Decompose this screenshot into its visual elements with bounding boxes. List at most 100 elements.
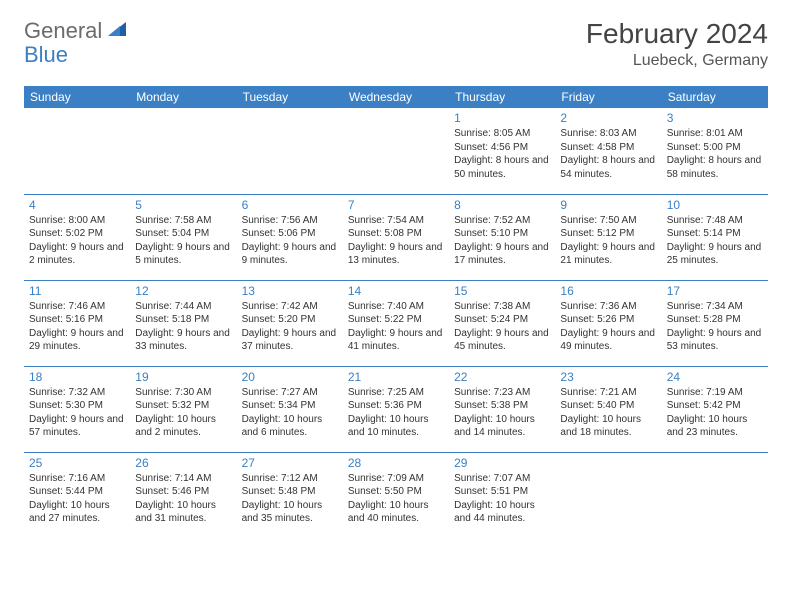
day-info: Sunrise: 8:01 AMSunset: 5:00 PMDaylight:… <box>667 127 763 181</box>
day-number: 24 <box>667 370 763 384</box>
day-number: 21 <box>348 370 444 384</box>
sunset-text: Sunset: 5:48 PM <box>242 485 338 499</box>
weekday-header: Friday <box>555 86 661 108</box>
sunset-text: Sunset: 5:02 PM <box>29 227 125 241</box>
daylight-text: Daylight: 9 hours and 49 minutes. <box>560 327 656 354</box>
day-number: 3 <box>667 111 763 125</box>
sunset-text: Sunset: 5:14 PM <box>667 227 763 241</box>
day-number: 10 <box>667 198 763 212</box>
day-number: 22 <box>454 370 550 384</box>
sunset-text: Sunset: 5:10 PM <box>454 227 550 241</box>
calendar-week-row: 25Sunrise: 7:16 AMSunset: 5:44 PMDayligh… <box>24 452 768 538</box>
calendar-day-cell: 28Sunrise: 7:09 AMSunset: 5:50 PMDayligh… <box>343 452 449 538</box>
sunrise-text: Sunrise: 7:21 AM <box>560 386 656 400</box>
day-number: 9 <box>560 198 656 212</box>
daylight-text: Daylight: 8 hours and 58 minutes. <box>667 154 763 181</box>
calendar-day-cell: 6Sunrise: 7:56 AMSunset: 5:06 PMDaylight… <box>237 194 343 280</box>
day-info: Sunrise: 7:34 AMSunset: 5:28 PMDaylight:… <box>667 300 763 354</box>
day-number: 7 <box>348 198 444 212</box>
daylight-text: Daylight: 9 hours and 37 minutes. <box>242 327 338 354</box>
sunrise-text: Sunrise: 8:03 AM <box>560 127 656 141</box>
sunrise-text: Sunrise: 7:32 AM <box>29 386 125 400</box>
day-info: Sunrise: 8:03 AMSunset: 4:58 PMDaylight:… <box>560 127 656 181</box>
sunrise-text: Sunrise: 7:25 AM <box>348 386 444 400</box>
sunset-text: Sunset: 5:42 PM <box>667 399 763 413</box>
weekday-header: Sunday <box>24 86 130 108</box>
day-info: Sunrise: 7:50 AMSunset: 5:12 PMDaylight:… <box>560 214 656 268</box>
calendar-day-cell: 20Sunrise: 7:27 AMSunset: 5:34 PMDayligh… <box>237 366 343 452</box>
calendar-day-cell: 25Sunrise: 7:16 AMSunset: 5:44 PMDayligh… <box>24 452 130 538</box>
day-info: Sunrise: 7:27 AMSunset: 5:34 PMDaylight:… <box>242 386 338 440</box>
day-info: Sunrise: 8:05 AMSunset: 4:56 PMDaylight:… <box>454 127 550 181</box>
calendar-day-cell: 13Sunrise: 7:42 AMSunset: 5:20 PMDayligh… <box>237 280 343 366</box>
day-number: 8 <box>454 198 550 212</box>
daylight-text: Daylight: 9 hours and 53 minutes. <box>667 327 763 354</box>
location-label: Luebeck, Germany <box>586 52 768 70</box>
calendar-week-row: 18 Sunrise: 7:32 AMSunset: 5:30 PMDayligh… <box>24 366 768 452</box>
calendar-day-cell: 12Sunrise: 7:44 AMSunset: 5:18 PMDayligh… <box>130 280 236 366</box>
sunrise-text: Sunrise: 7:12 AM <box>242 472 338 486</box>
calendar-day-cell: 19Sunrise: 7:30 AMSunset: 5:32 PMDayligh… <box>130 366 236 452</box>
calendar-week-row: 11 Sunrise: 7:46 AMSunset: 5:16 PMDayligh… <box>24 280 768 366</box>
day-number: 18 <box>29 370 125 384</box>
logo: General <box>24 18 130 44</box>
daylight-text: Daylight: 10 hours and 44 minutes. <box>454 499 550 526</box>
day-number: 1 <box>454 111 550 125</box>
sunset-text: Sunset: 5:18 PM <box>135 313 231 327</box>
calendar-empty-cell <box>237 108 343 194</box>
day-info: Sunrise: 7:32 AMSunset: 5:30 PMDaylight:… <box>29 386 125 440</box>
sunrise-text: Sunrise: 7:40 AM <box>348 300 444 314</box>
calendar-day-cell: 26 Sunrise: 7:14 AMSunset: 5:46 PMDayligh… <box>130 452 236 538</box>
day-info: Sunrise: 7:14 AMSunset: 5:46 PMDaylight:… <box>135 472 231 526</box>
calendar-day-cell: 10 Sunrise: 7:48 AMSunset: 5:14 PMDayligh… <box>662 194 768 280</box>
sunset-text: Sunset: 5:30 PM <box>29 399 125 413</box>
sunset-text: Sunset: 5:20 PM <box>242 313 338 327</box>
calendar-day-cell: 17Sunrise: 7:34 AMSunset: 5:28 PMDayligh… <box>662 280 768 366</box>
calendar-empty-cell <box>555 452 661 538</box>
month-title: February 2024 <box>586 18 768 50</box>
sunrise-text: Sunrise: 7:14 AM <box>135 472 231 486</box>
daylight-text: Daylight: 9 hours and 25 minutes. <box>667 241 763 268</box>
sunrise-text: Sunrise: 7:48 AM <box>667 214 763 228</box>
daylight-text: Daylight: 10 hours and 31 minutes. <box>135 499 231 526</box>
calendar-day-cell: 16Sunrise: 7:36 AMSunset: 5:26 PMDayligh… <box>555 280 661 366</box>
calendar-day-cell: 8 Sunrise: 7:52 AMSunset: 5:10 PMDaylight… <box>449 194 555 280</box>
logo-sail-icon <box>106 20 128 43</box>
day-number: 4 <box>29 198 125 212</box>
weekday-header: Saturday <box>662 86 768 108</box>
daylight-text: Daylight: 10 hours and 35 minutes. <box>242 499 338 526</box>
sunrise-text: Sunrise: 7:46 AM <box>29 300 125 314</box>
sunrise-text: Sunrise: 7:52 AM <box>454 214 550 228</box>
sunrise-text: Sunrise: 7:58 AM <box>135 214 231 228</box>
sunrise-text: Sunrise: 7:30 AM <box>135 386 231 400</box>
calendar-day-cell: 23Sunrise: 7:21 AMSunset: 5:40 PMDayligh… <box>555 366 661 452</box>
day-number: 16 <box>560 284 656 298</box>
sunrise-text: Sunrise: 7:36 AM <box>560 300 656 314</box>
daylight-text: Daylight: 9 hours and 17 minutes. <box>454 241 550 268</box>
day-info: Sunrise: 7:09 AMSunset: 5:50 PMDaylight:… <box>348 472 444 526</box>
daylight-text: Daylight: 9 hours and 45 minutes. <box>454 327 550 354</box>
sunrise-text: Sunrise: 8:01 AM <box>667 127 763 141</box>
day-info: Sunrise: 7:38 AMSunset: 5:24 PMDaylight:… <box>454 300 550 354</box>
weekday-header-row: Sunday Monday Tuesday Wednesday Thursday… <box>24 86 768 108</box>
day-info: Sunrise: 7:48 AMSunset: 5:14 PMDaylight:… <box>667 214 763 268</box>
calendar-day-cell: 9 Sunrise: 7:50 AMSunset: 5:12 PMDaylight… <box>555 194 661 280</box>
calendar-day-cell: 4Sunrise: 8:00 AMSunset: 5:02 PMDaylight… <box>24 194 130 280</box>
day-number: 11 <box>29 284 125 298</box>
sunrise-text: Sunrise: 7:19 AM <box>667 386 763 400</box>
sunrise-text: Sunrise: 7:38 AM <box>454 300 550 314</box>
day-number: 13 <box>242 284 338 298</box>
page-header: General February 2024 Luebeck, Germany <box>24 18 768 70</box>
day-info: Sunrise: 7:21 AMSunset: 5:40 PMDaylight:… <box>560 386 656 440</box>
sunset-text: Sunset: 5:04 PM <box>135 227 231 241</box>
daylight-text: Daylight: 8 hours and 54 minutes. <box>560 154 656 181</box>
sunset-text: Sunset: 5:36 PM <box>348 399 444 413</box>
sunset-text: Sunset: 5:40 PM <box>560 399 656 413</box>
day-number: 12 <box>135 284 231 298</box>
day-number: 26 <box>135 456 231 470</box>
day-info: Sunrise: 7:46 AMSunset: 5:16 PMDaylight:… <box>29 300 125 354</box>
weekday-header: Wednesday <box>343 86 449 108</box>
day-number: 5 <box>135 198 231 212</box>
logo-text-blue: Blue <box>24 42 68 67</box>
sunrise-text: Sunrise: 8:00 AM <box>29 214 125 228</box>
